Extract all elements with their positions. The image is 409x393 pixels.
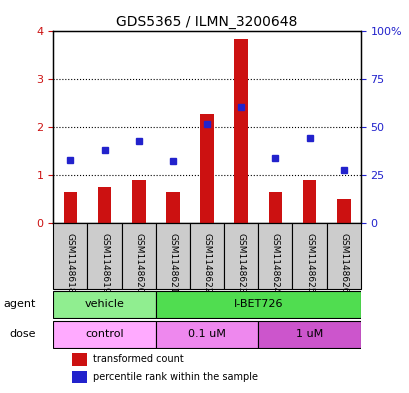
Bar xyxy=(72,371,87,383)
Bar xyxy=(336,199,350,223)
FancyBboxPatch shape xyxy=(326,223,360,289)
Bar xyxy=(200,114,213,223)
Text: control: control xyxy=(85,329,124,340)
Bar xyxy=(72,353,87,365)
FancyBboxPatch shape xyxy=(224,223,258,289)
FancyBboxPatch shape xyxy=(87,223,121,289)
Text: agent: agent xyxy=(4,299,36,309)
Bar xyxy=(97,187,111,223)
Text: GSM1148624: GSM1148624 xyxy=(270,233,279,294)
Title: GDS5365 / ILMN_3200648: GDS5365 / ILMN_3200648 xyxy=(116,15,297,29)
Bar xyxy=(302,180,316,223)
FancyBboxPatch shape xyxy=(258,321,360,348)
FancyBboxPatch shape xyxy=(292,223,326,289)
Text: 0.1 uM: 0.1 uM xyxy=(188,329,225,340)
Text: GSM1148618: GSM1148618 xyxy=(66,233,75,294)
Text: 1 uM: 1 uM xyxy=(295,329,322,340)
FancyBboxPatch shape xyxy=(155,291,360,318)
Text: vehicle: vehicle xyxy=(84,299,124,309)
Bar xyxy=(166,192,179,223)
Text: transformed count: transformed count xyxy=(93,354,184,364)
FancyBboxPatch shape xyxy=(189,223,224,289)
Text: I-BET726: I-BET726 xyxy=(233,299,282,309)
Text: dose: dose xyxy=(10,329,36,340)
Text: GSM1148625: GSM1148625 xyxy=(304,233,313,294)
FancyBboxPatch shape xyxy=(53,223,87,289)
Text: GSM1148623: GSM1148623 xyxy=(236,233,245,294)
Text: GSM1148621: GSM1148621 xyxy=(168,233,177,294)
Text: GSM1148619: GSM1148619 xyxy=(100,233,109,294)
Text: GSM1148622: GSM1148622 xyxy=(202,233,211,294)
Text: GSM1148626: GSM1148626 xyxy=(338,233,347,294)
Bar xyxy=(234,39,247,223)
Text: GSM1148620: GSM1148620 xyxy=(134,233,143,294)
FancyBboxPatch shape xyxy=(121,223,155,289)
Bar xyxy=(268,192,281,223)
FancyBboxPatch shape xyxy=(53,291,155,318)
Bar xyxy=(63,192,77,223)
FancyBboxPatch shape xyxy=(155,223,189,289)
FancyBboxPatch shape xyxy=(258,223,292,289)
Bar xyxy=(132,180,145,223)
FancyBboxPatch shape xyxy=(155,321,258,348)
FancyBboxPatch shape xyxy=(53,321,155,348)
Text: percentile rank within the sample: percentile rank within the sample xyxy=(93,372,258,382)
